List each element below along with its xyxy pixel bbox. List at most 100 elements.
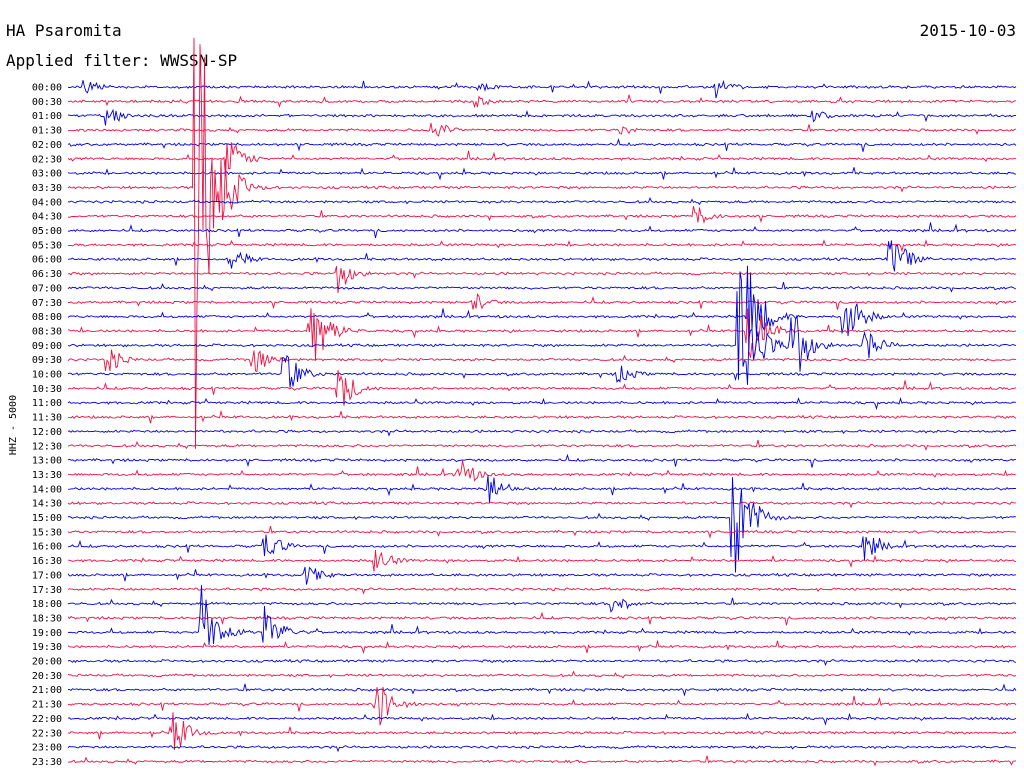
row-time-label: 11:00 (32, 398, 62, 409)
trace-line (68, 683, 1017, 697)
station-title: HA Psaromita (6, 21, 122, 40)
row-time-label: 04:30 (32, 212, 62, 223)
trace-line (67, 549, 1017, 572)
trace-line (67, 460, 1017, 482)
row-time-label: 02:00 (32, 140, 62, 151)
trace-line (67, 744, 1017, 753)
row-time-label: 17:00 (32, 570, 62, 581)
row-time-label: 14:00 (32, 484, 62, 495)
trace-line (67, 281, 1017, 293)
row-time-label: 07:00 (32, 283, 62, 294)
row-time-label: 09:30 (32, 355, 62, 366)
row-time-label: 07:30 (32, 298, 62, 309)
trace-line (67, 108, 1017, 126)
trace-line (67, 397, 1017, 411)
row-time-label: 00:30 (32, 97, 62, 108)
trace-line (67, 239, 1017, 253)
row-time-label: 23:00 (32, 743, 62, 754)
trace-line (67, 597, 1017, 613)
row-time-label: 21:30 (32, 700, 62, 711)
trace-line (67, 475, 1017, 504)
trace-line (67, 712, 1017, 751)
filter-label: Applied filter: WWSSN-SP (6, 51, 238, 70)
row-time-label: 20:00 (32, 657, 62, 668)
trace-line (67, 37, 1017, 449)
trace-line (67, 587, 1017, 595)
row-label-group: 00:00 00:30 01:00 01:30 02:00 02:30 03:00 03:30… (32, 83, 62, 768)
trace-line (67, 639, 1017, 655)
trace-line (67, 534, 1017, 561)
trace-line (67, 308, 1017, 361)
trace-line (67, 94, 1017, 109)
trace-line (67, 196, 1017, 206)
trace-line (67, 354, 1017, 388)
trace-line (67, 240, 1017, 272)
trace-line (67, 138, 1017, 152)
row-time-label: 23:30 (32, 757, 62, 768)
row-time-label: 04:00 (32, 197, 62, 208)
row-time-label: 08:00 (32, 312, 62, 323)
row-time-label: 18:30 (32, 613, 62, 624)
row-time-label: 18:00 (32, 599, 62, 610)
trace-line (67, 755, 1017, 767)
trace-line (67, 265, 1016, 351)
trace-line (67, 439, 1017, 451)
row-time-label: 12:00 (32, 427, 62, 438)
trace-line (67, 670, 1017, 679)
row-time-label: 16:00 (32, 542, 62, 553)
row-time-label: 06:30 (32, 269, 62, 280)
row-time-label: 15:00 (32, 513, 62, 524)
date-label: 2015-10-03 (919, 21, 1016, 40)
row-time-label: 12:30 (32, 441, 62, 452)
trace-line (67, 500, 1017, 509)
trace-line (67, 222, 1017, 238)
trace-line (67, 525, 1017, 539)
trace-line (68, 409, 1017, 424)
row-time-label: 17:30 (32, 585, 62, 596)
row-time-label: 22:30 (32, 728, 62, 739)
row-time-label: 22:00 (32, 714, 62, 725)
row-time-label: 01:00 (32, 111, 62, 122)
trace-line (67, 658, 1017, 667)
y-axis-label: HHZ - 5000 (8, 395, 19, 455)
row-time-label: 05:30 (32, 240, 62, 251)
row-time-label: 08:30 (32, 326, 62, 337)
trace-line (67, 585, 1017, 645)
trace-line (67, 271, 1017, 385)
trace-line (67, 206, 1017, 224)
row-time-label: 16:30 (32, 556, 62, 567)
trace-group (67, 37, 1017, 767)
row-time-label: 13:30 (32, 470, 62, 481)
trace-line (67, 566, 1017, 585)
trace-line (67, 349, 1017, 373)
trace-line (67, 293, 1017, 310)
row-time-label: 05:00 (32, 226, 62, 237)
row-time-label: 10:00 (32, 370, 62, 381)
row-time-label: 02:30 (32, 154, 62, 165)
trace-line (67, 477, 1017, 573)
row-time-label: 20:30 (32, 671, 62, 682)
row-time-label: 01:30 (32, 126, 62, 137)
row-time-label: 03:30 (32, 183, 62, 194)
trace-line (67, 265, 1017, 294)
trace-line (67, 142, 1017, 177)
row-time-label: 15:30 (32, 527, 62, 538)
row-time-label: 00:00 (32, 83, 62, 94)
trace-line (67, 686, 1017, 726)
row-time-label: 11:30 (32, 413, 62, 424)
row-time-label: 13:00 (32, 456, 62, 467)
trace-line (67, 79, 1017, 99)
trace-line (67, 453, 1016, 468)
row-time-label: 14:30 (32, 499, 62, 510)
trace-line (67, 167, 1017, 181)
row-time-label: 06:00 (32, 255, 62, 266)
row-time-label: 10:30 (32, 384, 62, 395)
trace-line (67, 122, 1017, 137)
row-time-label: 19:00 (32, 628, 62, 639)
trace-line (67, 429, 1017, 437)
trace-line (67, 712, 1017, 726)
row-time-label: 03:00 (32, 169, 62, 180)
trace-line (67, 369, 1017, 406)
row-time-label: 09:00 (32, 341, 62, 352)
